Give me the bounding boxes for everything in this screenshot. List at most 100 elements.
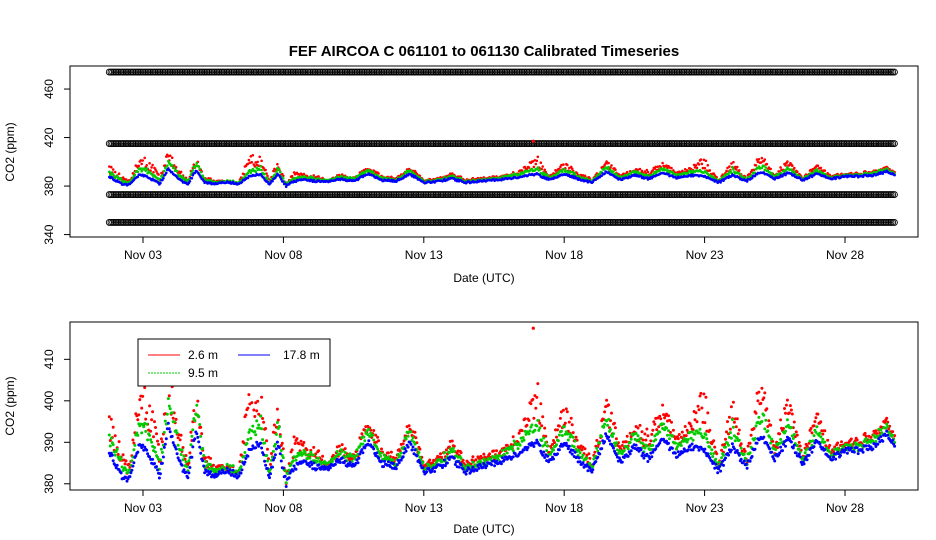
point-2-6m (700, 162, 704, 166)
point-2-6m (702, 392, 706, 396)
point-2-6m (535, 159, 539, 163)
point-2-6m (137, 413, 141, 417)
top-y-label: CO2 (ppm) (3, 122, 17, 181)
point-9-5m (573, 172, 577, 175)
point-2-6m (251, 154, 255, 157)
point-2-6m (121, 453, 125, 457)
point-2-6m (321, 454, 325, 458)
point-2-6m (535, 395, 539, 399)
top-y-tick-label: 420 (42, 127, 56, 147)
point-2-6m (148, 162, 151, 165)
point-2-6m (685, 428, 689, 432)
point-2-6m (736, 432, 740, 436)
point-2-6m (779, 166, 782, 169)
point-9-5m (259, 165, 263, 168)
point-2-6m (659, 417, 663, 421)
point-2-6m (156, 439, 159, 443)
point-2-6m (699, 391, 703, 395)
point-2-6m (536, 382, 540, 386)
point-2-6m (566, 163, 569, 167)
point-2-6m (511, 435, 515, 439)
point-2-6m (706, 164, 710, 167)
chart-title: FEF AIRCOA C 061101 to 061130 Calibrated… (289, 43, 679, 60)
point-2-6m (561, 408, 565, 412)
point-2-6m (661, 403, 665, 407)
top-series-17-8m (108, 167, 896, 189)
point-9-5m (119, 177, 123, 181)
point-2-6m (737, 428, 741, 432)
point-2-6m (141, 394, 145, 398)
point-9-5m (612, 170, 615, 173)
point-2-6m (376, 435, 380, 439)
point-17-8m (165, 171, 168, 175)
point-2-6m (529, 402, 533, 406)
top-x-tick-label: Nov 13 (405, 248, 443, 262)
point-2-6m (440, 455, 443, 459)
point-2-6m (748, 441, 752, 445)
top-calibration-rows (105, 68, 898, 226)
point-2-6m (680, 430, 684, 434)
top-x-tick-label: Nov 08 (264, 248, 302, 262)
point-2-6m (178, 438, 182, 442)
point-2-6m (312, 445, 316, 449)
point-2-6m (644, 438, 648, 442)
point-2-6m (386, 451, 390, 455)
point-2-6m (565, 410, 569, 414)
point-2-6m (562, 163, 565, 166)
point-2-6m (640, 169, 644, 173)
point-2-6m (700, 406, 704, 410)
point-2-6m (819, 166, 823, 170)
point-2-6m (188, 451, 192, 455)
point-2-6m (377, 439, 381, 443)
point-2-6m (658, 414, 662, 418)
point-2-6m (625, 434, 629, 438)
point-2-6m (778, 432, 782, 436)
point-2-6m (264, 427, 268, 430)
point-9-5m (195, 161, 199, 165)
point-2-6m (256, 160, 260, 164)
point-2-6m (143, 386, 147, 390)
point-2-6m (260, 159, 263, 163)
point-2-6m (752, 427, 756, 430)
point-2-6m (583, 447, 587, 451)
point-2-6m (538, 421, 542, 425)
point-2-6m (556, 428, 559, 432)
point-2-6m (610, 164, 613, 167)
point-2-6m (695, 420, 699, 424)
point-9-5m (278, 168, 281, 171)
point-2-6m (159, 437, 163, 441)
point-9-5m (136, 170, 140, 174)
point-2-6m (756, 399, 760, 403)
point-2-6m (746, 444, 750, 448)
point-2-6m (380, 447, 383, 451)
point-2-6m (250, 161, 254, 164)
point-2-6m (823, 169, 827, 172)
point-2-6m (574, 435, 578, 439)
point-2-6m (317, 449, 321, 453)
point-17-8m (159, 181, 162, 185)
point-2-6m (698, 394, 702, 398)
point-2-6m (168, 154, 172, 157)
point-2-6m (667, 414, 670, 418)
point-2-6m (734, 425, 738, 429)
point-2-6m (708, 428, 712, 432)
point-2-6m (136, 418, 140, 422)
point-2-6m (587, 452, 591, 456)
calibration-point (890, 140, 898, 148)
point-9-5m (182, 176, 186, 180)
point-2-6m (116, 453, 120, 456)
point-2-6m (407, 424, 411, 428)
point-2-6m (541, 415, 545, 419)
point-2-6m (247, 158, 251, 162)
top-y-tick-label: 380 (42, 176, 56, 196)
point-2-6m (759, 401, 763, 405)
point-2-6m (532, 165, 536, 169)
point-2-6m (613, 426, 617, 430)
point-2-6m (360, 432, 364, 436)
point-2-6m (610, 411, 613, 415)
point-9-5m (793, 170, 796, 173)
point-2-6m (439, 452, 442, 456)
point-9-5m (536, 166, 540, 169)
point-2-6m (179, 170, 183, 174)
point-2-6m (767, 419, 771, 423)
